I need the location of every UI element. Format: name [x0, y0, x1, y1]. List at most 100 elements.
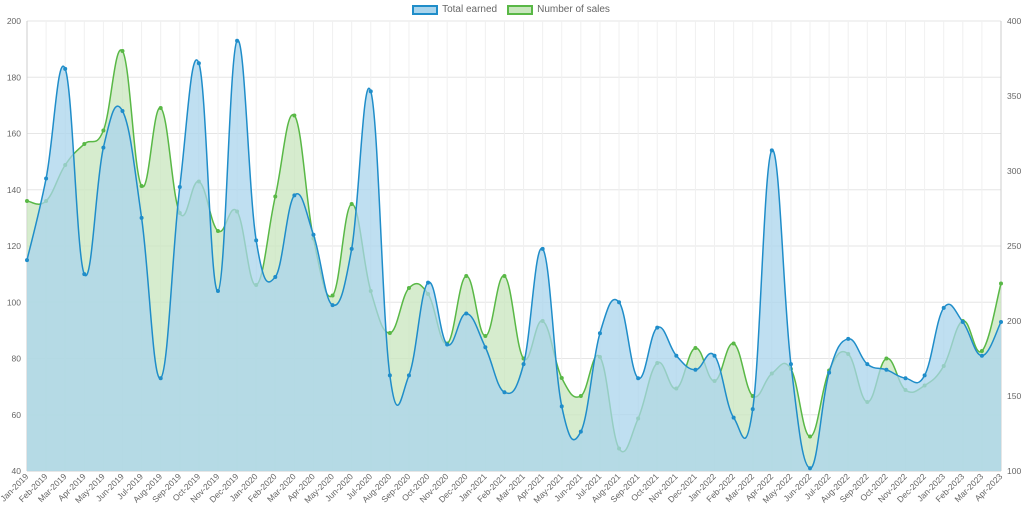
data-point-total-earned[interactable]: [254, 238, 259, 243]
data-point-total-earned[interactable]: [368, 89, 373, 94]
data-point-total-earned[interactable]: [712, 353, 717, 358]
y-right-tick-label: 400: [1007, 16, 1021, 26]
data-point-total-earned[interactable]: [330, 303, 335, 308]
chart-legend: Total earned Number of sales: [0, 4, 1022, 15]
data-point-number-of-sales[interactable]: [884, 356, 889, 361]
legend-swatch-number-of-sales: [507, 4, 534, 15]
y-left-tick-label: 200: [7, 16, 21, 26]
data-point-total-earned[interactable]: [82, 272, 87, 277]
data-point-total-earned[interactable]: [445, 342, 450, 347]
data-point-total-earned[interactable]: [25, 258, 29, 263]
data-point-total-earned[interactable]: [922, 373, 927, 378]
data-point-total-earned[interactable]: [483, 345, 488, 350]
data-point-number-of-sales[interactable]: [139, 184, 144, 188]
data-point-total-earned[interactable]: [827, 370, 832, 375]
data-point-total-earned[interactable]: [158, 376, 163, 381]
data-point-total-earned[interactable]: [884, 367, 889, 372]
data-point-total-earned[interactable]: [750, 407, 755, 412]
data-point-total-earned[interactable]: [788, 362, 793, 367]
legend-label-total-earned: Total earned: [442, 4, 498, 15]
data-point-total-earned[interactable]: [731, 415, 736, 420]
data-point-total-earned[interactable]: [769, 148, 774, 153]
data-point-number-of-sales[interactable]: [158, 106, 163, 110]
data-point-total-earned[interactable]: [387, 373, 392, 378]
y-right-tick-label: 100: [1007, 466, 1021, 476]
data-point-total-earned[interactable]: [903, 376, 908, 381]
data-point-number-of-sales[interactable]: [215, 229, 220, 233]
data-point-total-earned[interactable]: [617, 300, 622, 305]
y-right-tick-label: 150: [1007, 391, 1021, 401]
data-point-number-of-sales[interactable]: [999, 281, 1003, 286]
data-point-total-earned[interactable]: [426, 280, 431, 285]
legend-swatch-total-earned: [412, 4, 439, 15]
legend-label-number-of-sales: Number of sales: [537, 4, 610, 15]
data-point-total-earned[interactable]: [311, 232, 316, 237]
data-point-total-earned[interactable]: [273, 274, 278, 279]
data-point-number-of-sales[interactable]: [693, 346, 698, 350]
data-point-total-earned[interactable]: [979, 353, 984, 358]
data-point-total-earned[interactable]: [502, 390, 507, 395]
data-point-number-of-sales[interactable]: [464, 274, 469, 278]
data-point-number-of-sales[interactable]: [25, 199, 29, 203]
data-point-number-of-sales[interactable]: [979, 349, 984, 353]
data-point-total-earned[interactable]: [808, 466, 813, 471]
data-point-number-of-sales[interactable]: [406, 286, 411, 290]
data-point-total-earned[interactable]: [101, 145, 106, 150]
y-right-tick-label: 250: [1007, 241, 1021, 251]
y-right-tick-label: 200: [1007, 316, 1021, 326]
data-point-total-earned[interactable]: [215, 289, 220, 293]
data-point-number-of-sales[interactable]: [120, 49, 125, 53]
data-point-number-of-sales[interactable]: [387, 331, 392, 335]
data-point-total-earned[interactable]: [865, 362, 870, 367]
data-point-total-earned[interactable]: [674, 353, 679, 358]
data-point-total-earned[interactable]: [846, 336, 851, 341]
data-point-total-earned[interactable]: [235, 38, 240, 43]
data-point-number-of-sales[interactable]: [349, 202, 354, 206]
data-point-total-earned[interactable]: [960, 319, 965, 324]
y-right-tick-label: 350: [1007, 91, 1021, 101]
y-left-tick-label: 180: [7, 72, 21, 82]
data-point-total-earned[interactable]: [63, 66, 68, 71]
y-left-tick-label: 140: [7, 185, 21, 195]
data-point-number-of-sales[interactable]: [731, 341, 736, 346]
data-point-total-earned[interactable]: [521, 362, 526, 367]
legend-item-total-earned[interactable]: Total earned: [412, 4, 497, 15]
data-point-total-earned[interactable]: [120, 109, 125, 113]
data-point-total-earned[interactable]: [292, 193, 297, 198]
data-point-number-of-sales[interactable]: [292, 113, 297, 118]
data-point-number-of-sales[interactable]: [82, 142, 87, 146]
y-left-tick-label: 160: [7, 129, 21, 139]
data-point-number-of-sales[interactable]: [578, 394, 583, 398]
data-point-number-of-sales[interactable]: [559, 376, 564, 380]
y-left-tick-label: 100: [7, 297, 21, 307]
data-point-total-earned[interactable]: [693, 367, 698, 372]
data-point-total-earned[interactable]: [578, 429, 583, 434]
data-point-total-earned[interactable]: [597, 331, 602, 336]
data-point-total-earned[interactable]: [559, 404, 564, 409]
data-point-total-earned[interactable]: [406, 373, 411, 378]
data-point-total-earned[interactable]: [655, 325, 660, 330]
data-point-total-earned[interactable]: [540, 246, 545, 251]
data-point-total-earned[interactable]: [177, 184, 182, 189]
data-point-number-of-sales[interactable]: [502, 274, 507, 278]
data-point-number-of-sales[interactable]: [330, 293, 335, 298]
data-point-total-earned[interactable]: [464, 311, 469, 316]
data-point-total-earned[interactable]: [999, 319, 1003, 324]
series-area-total-earned: [27, 40, 1001, 471]
data-point-total-earned[interactable]: [941, 305, 946, 310]
legend-item-number-of-sales[interactable]: Number of sales: [507, 4, 610, 15]
y-left-tick-label: 60: [12, 410, 22, 420]
data-point-number-of-sales[interactable]: [808, 434, 813, 439]
data-point-total-earned[interactable]: [196, 61, 201, 66]
data-point-total-earned[interactable]: [139, 215, 144, 220]
y-right-tick-label: 300: [1007, 166, 1021, 176]
data-point-number-of-sales[interactable]: [273, 194, 278, 199]
data-point-total-earned[interactable]: [44, 176, 49, 181]
data-point-total-earned[interactable]: [349, 246, 354, 251]
y-left-tick-label: 120: [7, 241, 21, 251]
data-point-number-of-sales[interactable]: [101, 128, 106, 133]
data-point-number-of-sales[interactable]: [483, 334, 488, 338]
data-point-total-earned[interactable]: [636, 376, 641, 381]
